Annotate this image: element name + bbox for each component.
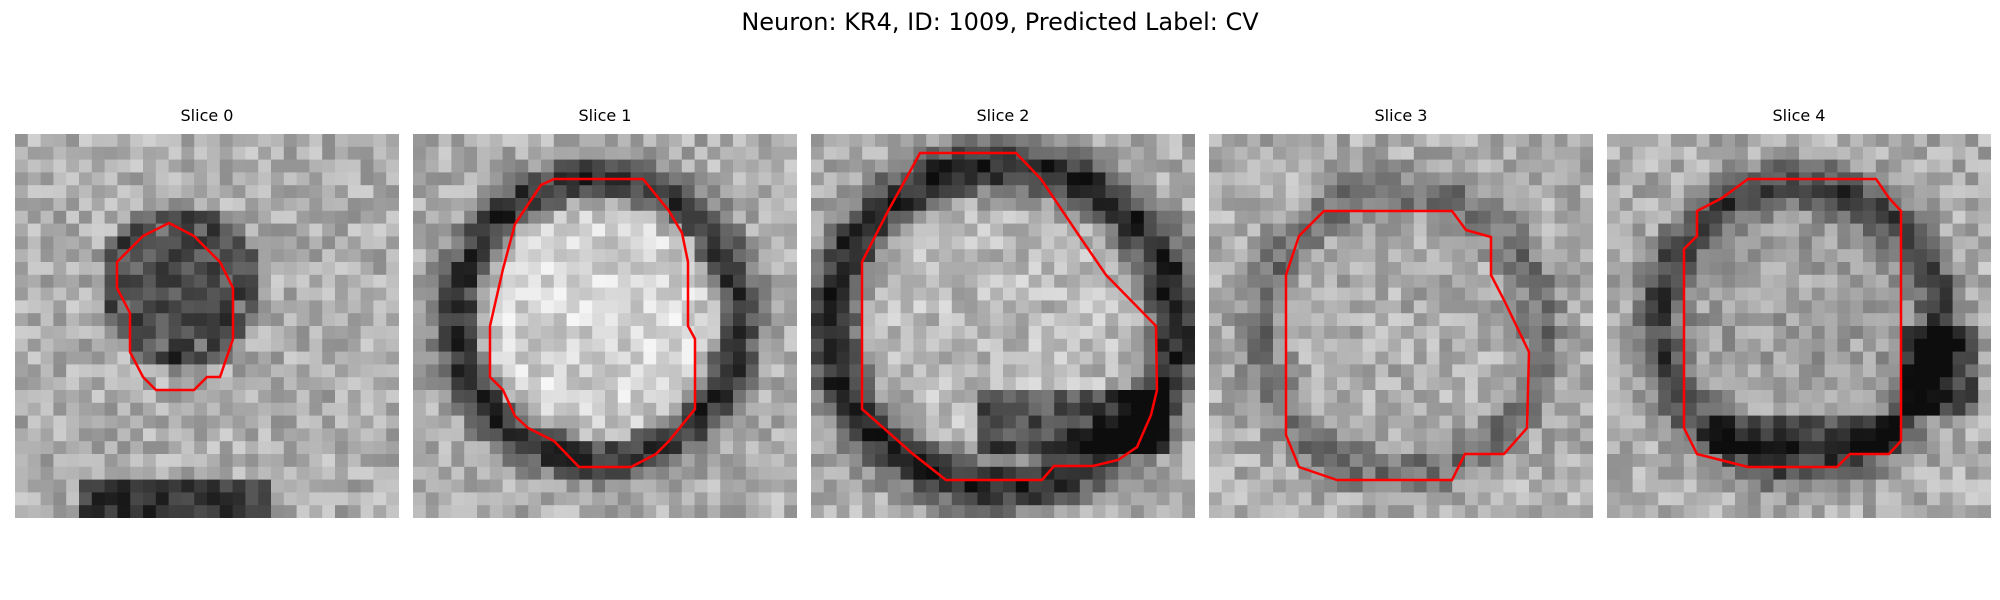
slice-image-3 xyxy=(1209,134,1593,518)
slice-title-1: Slice 1 xyxy=(578,106,632,125)
contour-outline-3 xyxy=(1284,209,1531,482)
contour-outline-2 xyxy=(860,151,1159,482)
slice-title-3: Slice 3 xyxy=(1374,106,1428,125)
slice-image-4 xyxy=(1607,134,1991,518)
grayscale-pixels-0 xyxy=(15,134,399,518)
slice-panel-4: Slice 4 xyxy=(1607,106,1991,518)
grayscale-pixels-4 xyxy=(1607,134,1991,518)
slice-panel-1: Slice 1 xyxy=(413,106,797,518)
slice-image-0 xyxy=(15,134,399,518)
slice-panel-0: Slice 0 xyxy=(15,106,399,518)
slice-title-4: Slice 4 xyxy=(1772,106,1826,125)
slice-image-2 xyxy=(811,134,1195,518)
figure-title: Neuron: KR4, ID: 1009, Predicted Label: … xyxy=(741,8,1259,36)
contour-outline-0 xyxy=(115,221,235,392)
slice-image-1 xyxy=(413,134,797,518)
grayscale-pixels-2 xyxy=(811,134,1195,518)
contour-outline-1 xyxy=(488,177,697,469)
grayscale-pixels-1 xyxy=(413,134,797,518)
slice-panel-3: Slice 3 xyxy=(1209,106,1593,518)
grayscale-pixels-3 xyxy=(1209,134,1593,518)
contour-outline-4 xyxy=(1682,177,1903,469)
slice-title-2: Slice 2 xyxy=(976,106,1030,125)
slice-title-0: Slice 0 xyxy=(180,106,234,125)
slice-panel-2: Slice 2 xyxy=(811,106,1195,518)
